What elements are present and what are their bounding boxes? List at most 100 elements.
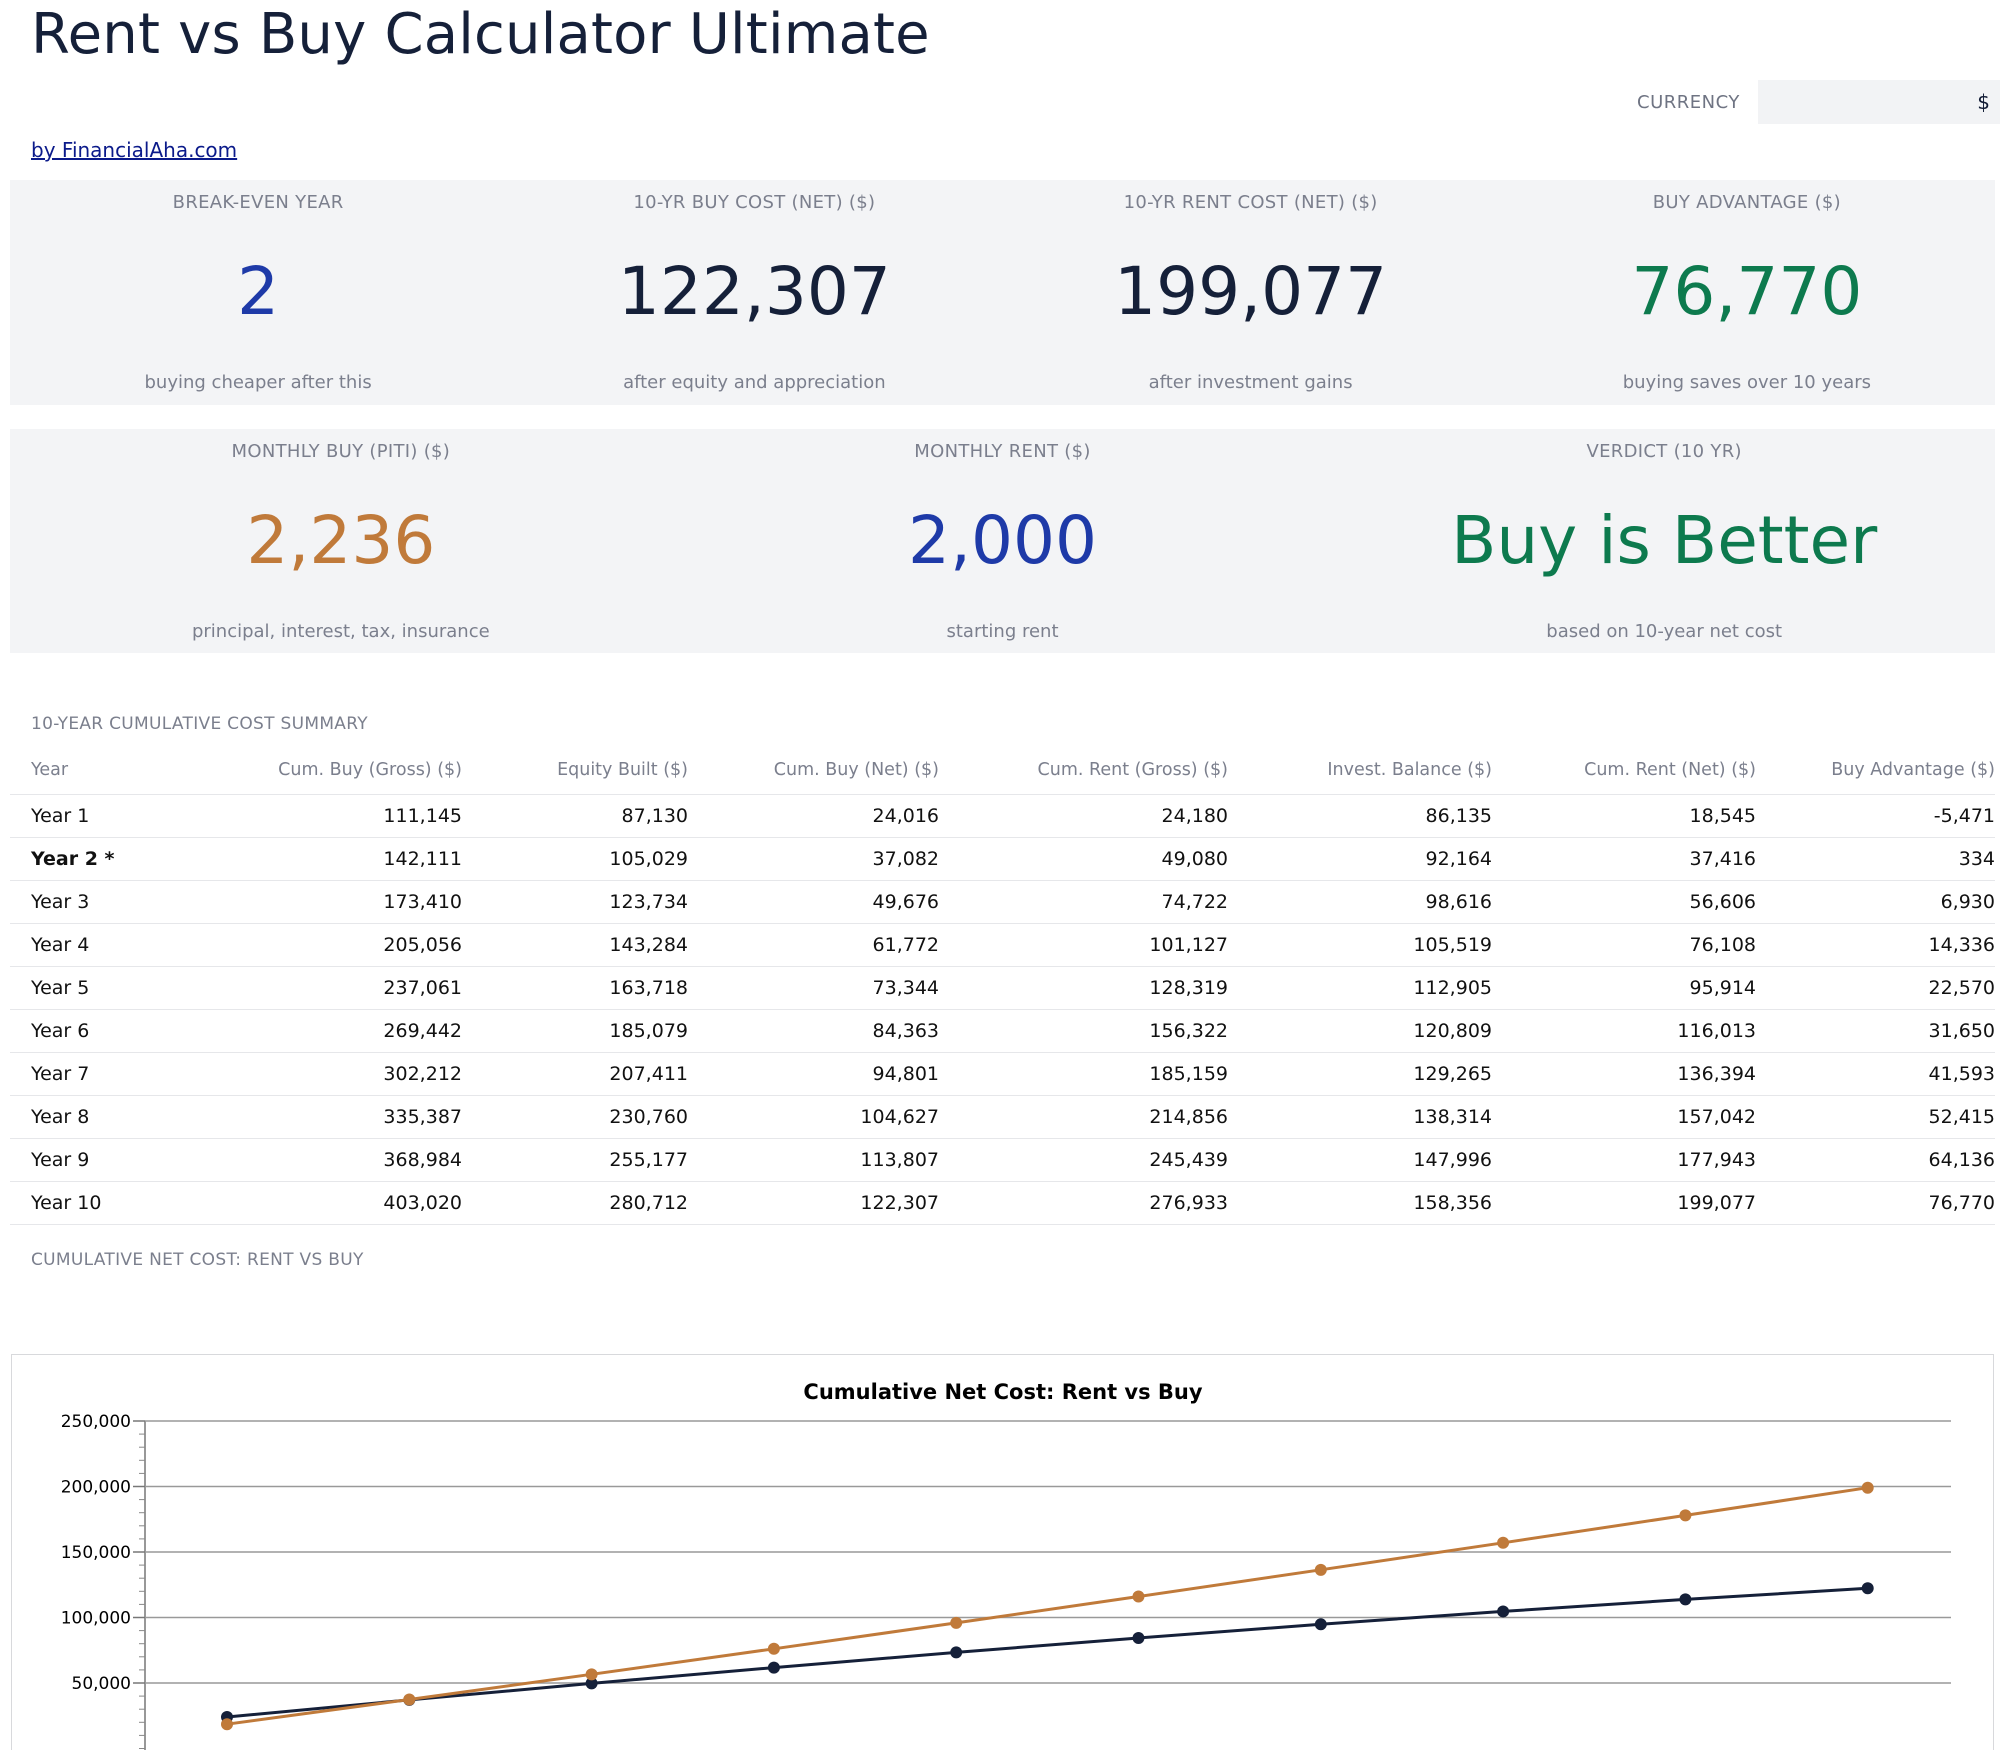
kpi-subtext: after equity and appreciation xyxy=(623,372,886,393)
cum-rent-gross-cell: 74,722 xyxy=(939,879,1228,923)
series-line-1 xyxy=(226,1486,1868,1726)
cum-rent-net-cell: 199,077 xyxy=(1492,1180,1756,1225)
cum-rent-gross-cell: 185,159 xyxy=(939,1051,1228,1095)
chart-section-label: CUMULATIVE NET COST: RENT VS BUY xyxy=(31,1250,364,1270)
kpi-label: BREAK-EVEN YEAR xyxy=(172,192,344,213)
buy-advantage-cell: 31,650 xyxy=(1756,1008,1995,1052)
data-point xyxy=(767,1642,780,1655)
equity-built-cell: 163,718 xyxy=(462,965,688,1009)
buy-advantage-cell: 64,136 xyxy=(1756,1137,1995,1181)
column-header: Buy Advantage ($) xyxy=(1831,759,1995,780)
kpi-label: 10-YR RENT COST (NET) ($) xyxy=(1123,192,1378,213)
table-row: Year 10 403,020 280,712 122,307 276,933 158,3… xyxy=(10,1180,1995,1225)
data-point xyxy=(585,1677,598,1690)
data-point xyxy=(950,1616,963,1629)
cum-buy-gross-cell: 335,387 xyxy=(190,1094,462,1138)
cum-buy-gross-cell: 111,145 xyxy=(190,793,462,837)
buy-advantage-cell: 334 xyxy=(1756,836,1995,880)
cum-rent-net-cell: 116,013 xyxy=(1492,1008,1756,1052)
byline-link[interactable]: by FinancialAha.com xyxy=(31,138,238,162)
data-point xyxy=(585,1668,598,1681)
kpi-break-even-year: BREAK-EVEN YEAR 2 buying cheaper after t… xyxy=(10,180,506,405)
kpi-label: MONTHLY RENT ($) xyxy=(914,441,1091,462)
cum-rent-net-cell: 56,606 xyxy=(1492,879,1756,923)
kpi-10yr-rent-cost: 10-YR RENT COST (NET) ($) 199,077 after … xyxy=(1003,180,1499,405)
equity-built-cell: 87,130 xyxy=(462,793,688,837)
y-tick-label: 250,000 xyxy=(61,1412,131,1432)
cum-buy-gross-cell: 237,061 xyxy=(190,965,462,1009)
invest-balance-cell: 92,164 xyxy=(1228,836,1492,880)
data-point xyxy=(1679,1593,1692,1606)
data-point xyxy=(1497,1536,1510,1549)
buy-advantage-cell: 41,593 xyxy=(1756,1051,1995,1095)
invest-balance-cell: 129,265 xyxy=(1228,1051,1492,1095)
table-row: Year 5 237,061 163,718 73,344 128,319 112,905… xyxy=(10,965,1995,1009)
cum-buy-net-cell: 49,676 xyxy=(688,879,939,923)
data-point xyxy=(1314,1618,1327,1631)
year-cell: Year 3 xyxy=(10,879,190,923)
data-point xyxy=(1861,1481,1874,1494)
kpi-buy-advantage: BUY ADVANTAGE ($) 76,770 buying saves ov… xyxy=(1499,180,1995,405)
cum-buy-gross-cell: 142,111 xyxy=(190,836,462,880)
kpi-row-2: MONTHLY BUY (PITI) ($) 2,236 principal, … xyxy=(10,429,1995,653)
data-point xyxy=(767,1661,780,1674)
cum-buy-gross-cell: 173,410 xyxy=(190,879,462,923)
kpi-subtext: buying cheaper after this xyxy=(144,372,372,393)
cum-rent-gross-cell: 49,080 xyxy=(939,836,1228,880)
cum-buy-net-cell: 104,627 xyxy=(688,1094,939,1138)
kpi-label: VERDICT (10 YR) xyxy=(1586,441,1742,462)
buy-advantage-cell: 76,770 xyxy=(1756,1180,1995,1225)
column-header: Cum. Rent (Net) ($) xyxy=(1584,759,1756,780)
y-tick-label: 200,000 xyxy=(61,1478,131,1498)
year-cell: Year 6 xyxy=(10,1008,190,1052)
equity-built-cell: 280,712 xyxy=(462,1180,688,1225)
data-point xyxy=(221,1718,233,1731)
cum-rent-net-cell: 177,943 xyxy=(1492,1137,1756,1181)
year-cell: Year 2 * xyxy=(10,836,190,880)
currency-input[interactable] xyxy=(1758,80,2000,124)
invest-balance-cell: 147,996 xyxy=(1228,1137,1492,1181)
y-tick-label: 50,000 xyxy=(72,1674,131,1694)
kpi-value: Buy is Better xyxy=(1451,502,1878,579)
cum-rent-gross-cell: 214,856 xyxy=(939,1094,1228,1138)
page-title: Rent vs Buy Calculator Ultimate xyxy=(31,2,930,67)
year-cell: Year 4 xyxy=(10,922,190,966)
data-point xyxy=(1314,1563,1327,1576)
cum-rent-net-cell: 18,545 xyxy=(1492,793,1756,837)
kpi-row-1: BREAK-EVEN YEAR 2 buying cheaper after t… xyxy=(10,180,1995,405)
kpi-subtext: principal, interest, tax, insurance xyxy=(191,621,490,642)
column-header: Cum. Rent (Gross) ($) xyxy=(1037,759,1228,780)
kpi-subtext: starting rent xyxy=(946,621,1059,642)
table-row: Year 7 302,212 207,411 94,801 185,159 129,265… xyxy=(10,1051,1995,1095)
year-cell: Year 10 xyxy=(10,1180,190,1225)
cum-rent-gross-cell: 245,439 xyxy=(939,1137,1228,1181)
column-header: Cum. Buy (Gross) ($) xyxy=(278,759,462,780)
kpi-subtext: based on 10-year net cost xyxy=(1546,621,1783,642)
column-header: Invest. Balance ($) xyxy=(1327,759,1492,780)
invest-balance-cell: 120,809 xyxy=(1228,1008,1492,1052)
cum-buy-gross-cell: 403,020 xyxy=(190,1180,462,1225)
kpi-10yr-buy-cost: 10-YR BUY COST (NET) ($) 122,307 after e… xyxy=(506,180,1002,405)
year-cell: Year 8 xyxy=(10,1094,190,1138)
summary-section-label: 10-YEAR CUMULATIVE COST SUMMARY xyxy=(31,714,368,734)
equity-built-cell: 185,079 xyxy=(462,1008,688,1052)
invest-balance-cell: 112,905 xyxy=(1228,965,1492,1009)
table-row: Year 6 269,442 185,079 84,363 156,322 120,809… xyxy=(10,1008,1995,1052)
equity-built-cell: 207,411 xyxy=(462,1051,688,1095)
series-line-0 xyxy=(226,1586,1868,1719)
kpi-label: 10-YR BUY COST (NET) ($) xyxy=(633,192,876,213)
year-cell: Year 1 xyxy=(10,793,190,837)
column-header: Year xyxy=(31,759,69,780)
invest-balance-cell: 86,135 xyxy=(1228,793,1492,837)
data-point xyxy=(1497,1605,1510,1618)
y-tick-label: 150,000 xyxy=(61,1543,131,1563)
kpi-label: BUY ADVANTAGE ($) xyxy=(1652,192,1842,213)
cum-buy-net-cell: 37,082 xyxy=(688,836,939,880)
cum-rent-gross-cell: 276,933 xyxy=(939,1180,1228,1225)
cum-buy-gross-cell: 302,212 xyxy=(190,1051,462,1095)
buy-advantage-cell: 52,415 xyxy=(1756,1094,1995,1138)
table-row: Year 9 368,984 255,177 113,807 245,439 147,99… xyxy=(10,1137,1995,1181)
kpi-value: 2 xyxy=(237,253,280,330)
cum-buy-net-cell: 61,772 xyxy=(688,922,939,966)
cum-rent-net-cell: 157,042 xyxy=(1492,1094,1756,1138)
